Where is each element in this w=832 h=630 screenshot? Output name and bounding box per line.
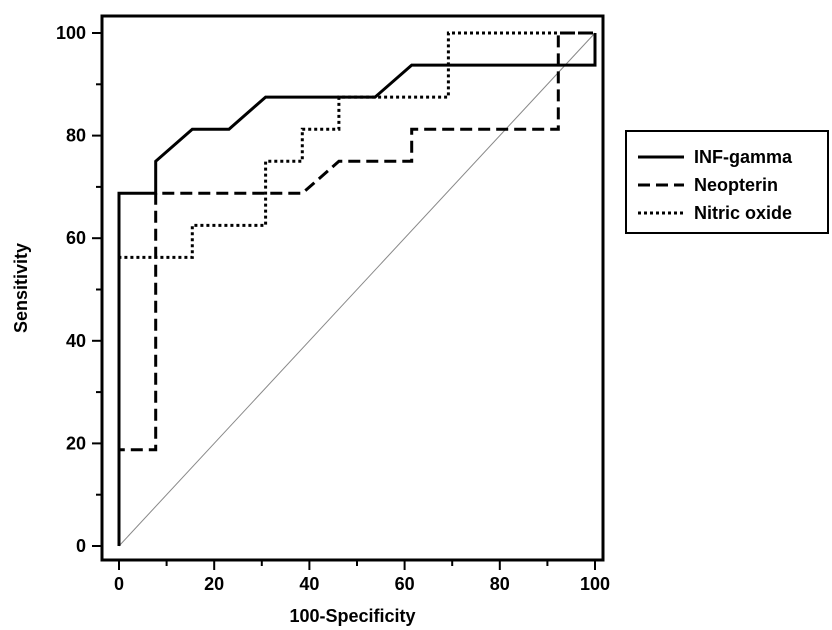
y-tick-label: 60 (66, 228, 86, 248)
series-line-2 (117, 31, 595, 546)
y-tick-label: 40 (66, 331, 86, 351)
x-tick-label: 100 (580, 574, 610, 594)
x-axis-title: 100-Specificity (289, 606, 415, 626)
x-tick-label: 40 (299, 574, 319, 594)
reference-diagonal-line (118, 32, 596, 547)
plot-frame (100, 14, 605, 562)
y-axis-title: Sensitivity (11, 243, 31, 333)
y-tick-label: 20 (66, 433, 86, 453)
legend-box (625, 130, 829, 234)
legend-label: INF-gamma (694, 147, 793, 167)
legend-label: Nitric oxide (694, 203, 792, 223)
axes: 0 20 40 60 80 100 0 20 40 60 80 100 100-Specificity S… (11, 14, 610, 626)
x-tick-label: 60 (395, 574, 415, 594)
legend-label: Neopterin (694, 175, 778, 195)
y-tick-label: 80 (66, 126, 86, 146)
y-tick-label: 0 (76, 536, 86, 556)
legend: INF-gamma Neopterin Nitric oxide (625, 130, 829, 234)
series-line-3 (117, 31, 595, 546)
plot-area (117, 31, 597, 547)
y-tick-label: 100 (56, 23, 86, 43)
series-line-1 (117, 33, 597, 546)
x-tick-label: 20 (204, 574, 224, 594)
x-tick-label: 0 (114, 574, 124, 594)
x-tick-label: 80 (490, 574, 510, 594)
